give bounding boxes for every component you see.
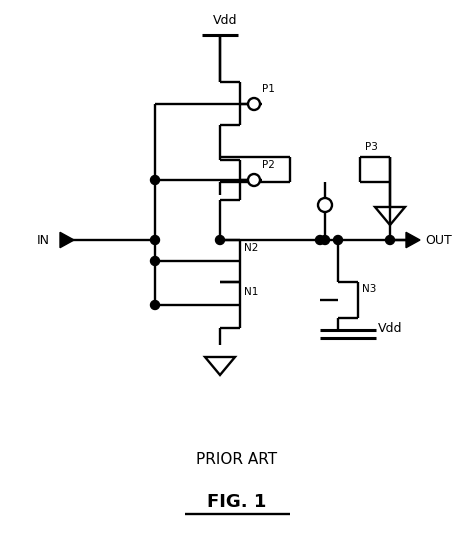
Text: N2: N2 (244, 243, 258, 253)
Text: Vdd: Vdd (213, 14, 237, 27)
Circle shape (334, 236, 343, 245)
Circle shape (216, 236, 225, 245)
Circle shape (320, 236, 329, 245)
Polygon shape (406, 232, 420, 248)
Text: IN: IN (37, 234, 50, 246)
Circle shape (151, 301, 159, 310)
Circle shape (248, 174, 260, 186)
Text: N1: N1 (244, 287, 258, 297)
Polygon shape (60, 232, 74, 248)
Text: P3: P3 (365, 142, 378, 152)
Circle shape (385, 236, 394, 245)
Text: OUT: OUT (425, 234, 452, 246)
Circle shape (151, 256, 159, 265)
Circle shape (248, 98, 260, 110)
Circle shape (318, 198, 332, 212)
Circle shape (151, 236, 159, 245)
Text: P2: P2 (262, 160, 275, 170)
Text: N3: N3 (362, 284, 376, 294)
Text: P1: P1 (262, 84, 275, 94)
Text: PRIOR ART: PRIOR ART (196, 452, 278, 468)
Circle shape (316, 236, 325, 245)
Circle shape (151, 175, 159, 184)
Text: Vdd: Vdd (378, 321, 402, 334)
Text: FIG. 1: FIG. 1 (207, 493, 267, 511)
